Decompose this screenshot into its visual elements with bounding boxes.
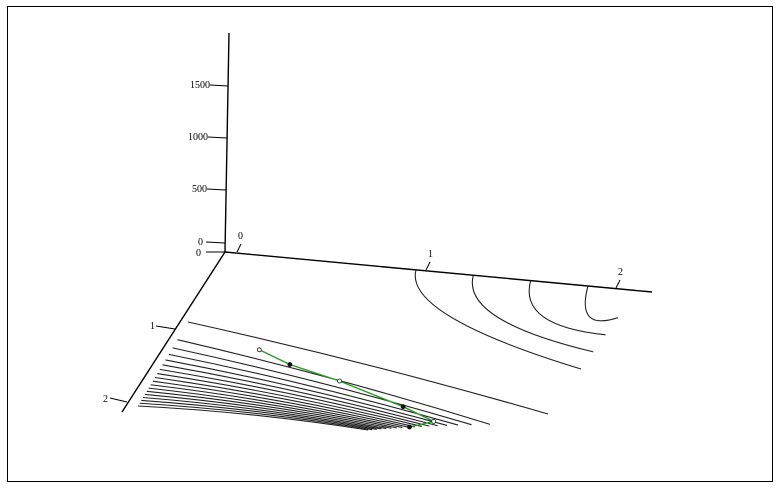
z-tick-1500	[209, 84, 229, 87]
y-tick-1	[155, 325, 176, 330]
path-point	[431, 418, 437, 424]
floor-contour-line	[154, 376, 415, 428]
floor-contour-line	[159, 368, 430, 427]
optimization-path	[256, 347, 437, 430]
floor-contour-line	[172, 347, 472, 426]
x-tick-label-2: 2	[618, 267, 623, 278]
z-tick-label-1000: 1000	[188, 132, 208, 143]
path-point	[400, 404, 406, 410]
contour-arc	[584, 286, 619, 322]
floor-contour-line	[144, 393, 387, 430]
path-point	[256, 347, 262, 353]
y-ticks: 0 1 2	[103, 248, 225, 405]
floor-contour-line	[165, 359, 448, 426]
x-tick-1	[425, 261, 431, 271]
contour-arcs	[414, 269, 619, 370]
y-tick-label-2: 2	[103, 394, 108, 405]
path-point	[407, 424, 412, 430]
floor-contour-line	[162, 364, 438, 427]
floor-contour-line	[150, 384, 403, 429]
y-tick-label-1: 1	[150, 321, 155, 332]
path-line	[258, 349, 436, 428]
contour-arc	[471, 275, 594, 353]
plot-frame	[7, 6, 773, 482]
x-tick-0	[236, 243, 242, 253]
floor-contour-line	[148, 387, 397, 429]
y-tick-label-0: 0	[196, 248, 201, 259]
z-tick-1000	[207, 136, 228, 139]
floor-contour-line	[137, 405, 369, 431]
z-tick-label-1500: 1500	[190, 80, 210, 91]
path-point	[337, 378, 342, 384]
floor-contour-line	[141, 399, 377, 430]
floor-contour-line	[187, 321, 549, 415]
x-tick-2	[615, 279, 621, 289]
contour-arc	[414, 269, 582, 370]
floor-contour-line	[143, 396, 382, 430]
floor-contour-line	[146, 390, 392, 429]
contour-arc	[528, 280, 606, 336]
z-tick-label-500: 500	[192, 184, 207, 195]
z-tick-500	[206, 188, 227, 191]
z-axis	[224, 32, 230, 253]
z-ticks: 1500 1000 500 0	[188, 80, 229, 248]
y-tick-2	[109, 397, 128, 403]
x-tick-label-0: 0	[238, 231, 243, 242]
x-axis	[224, 251, 653, 293]
z-tick-label-0: 0	[198, 237, 203, 248]
x-tick-label-1: 1	[428, 249, 433, 260]
z-tick-0	[205, 241, 226, 244]
floor-contour-line	[152, 380, 409, 428]
path-point	[287, 362, 293, 367]
y-axis	[121, 251, 226, 413]
x-ticks: 0 1 2	[236, 231, 623, 289]
floor-contours	[137, 321, 549, 431]
floor-contour-line	[139, 402, 373, 431]
floor-contour-line	[157, 373, 422, 428]
